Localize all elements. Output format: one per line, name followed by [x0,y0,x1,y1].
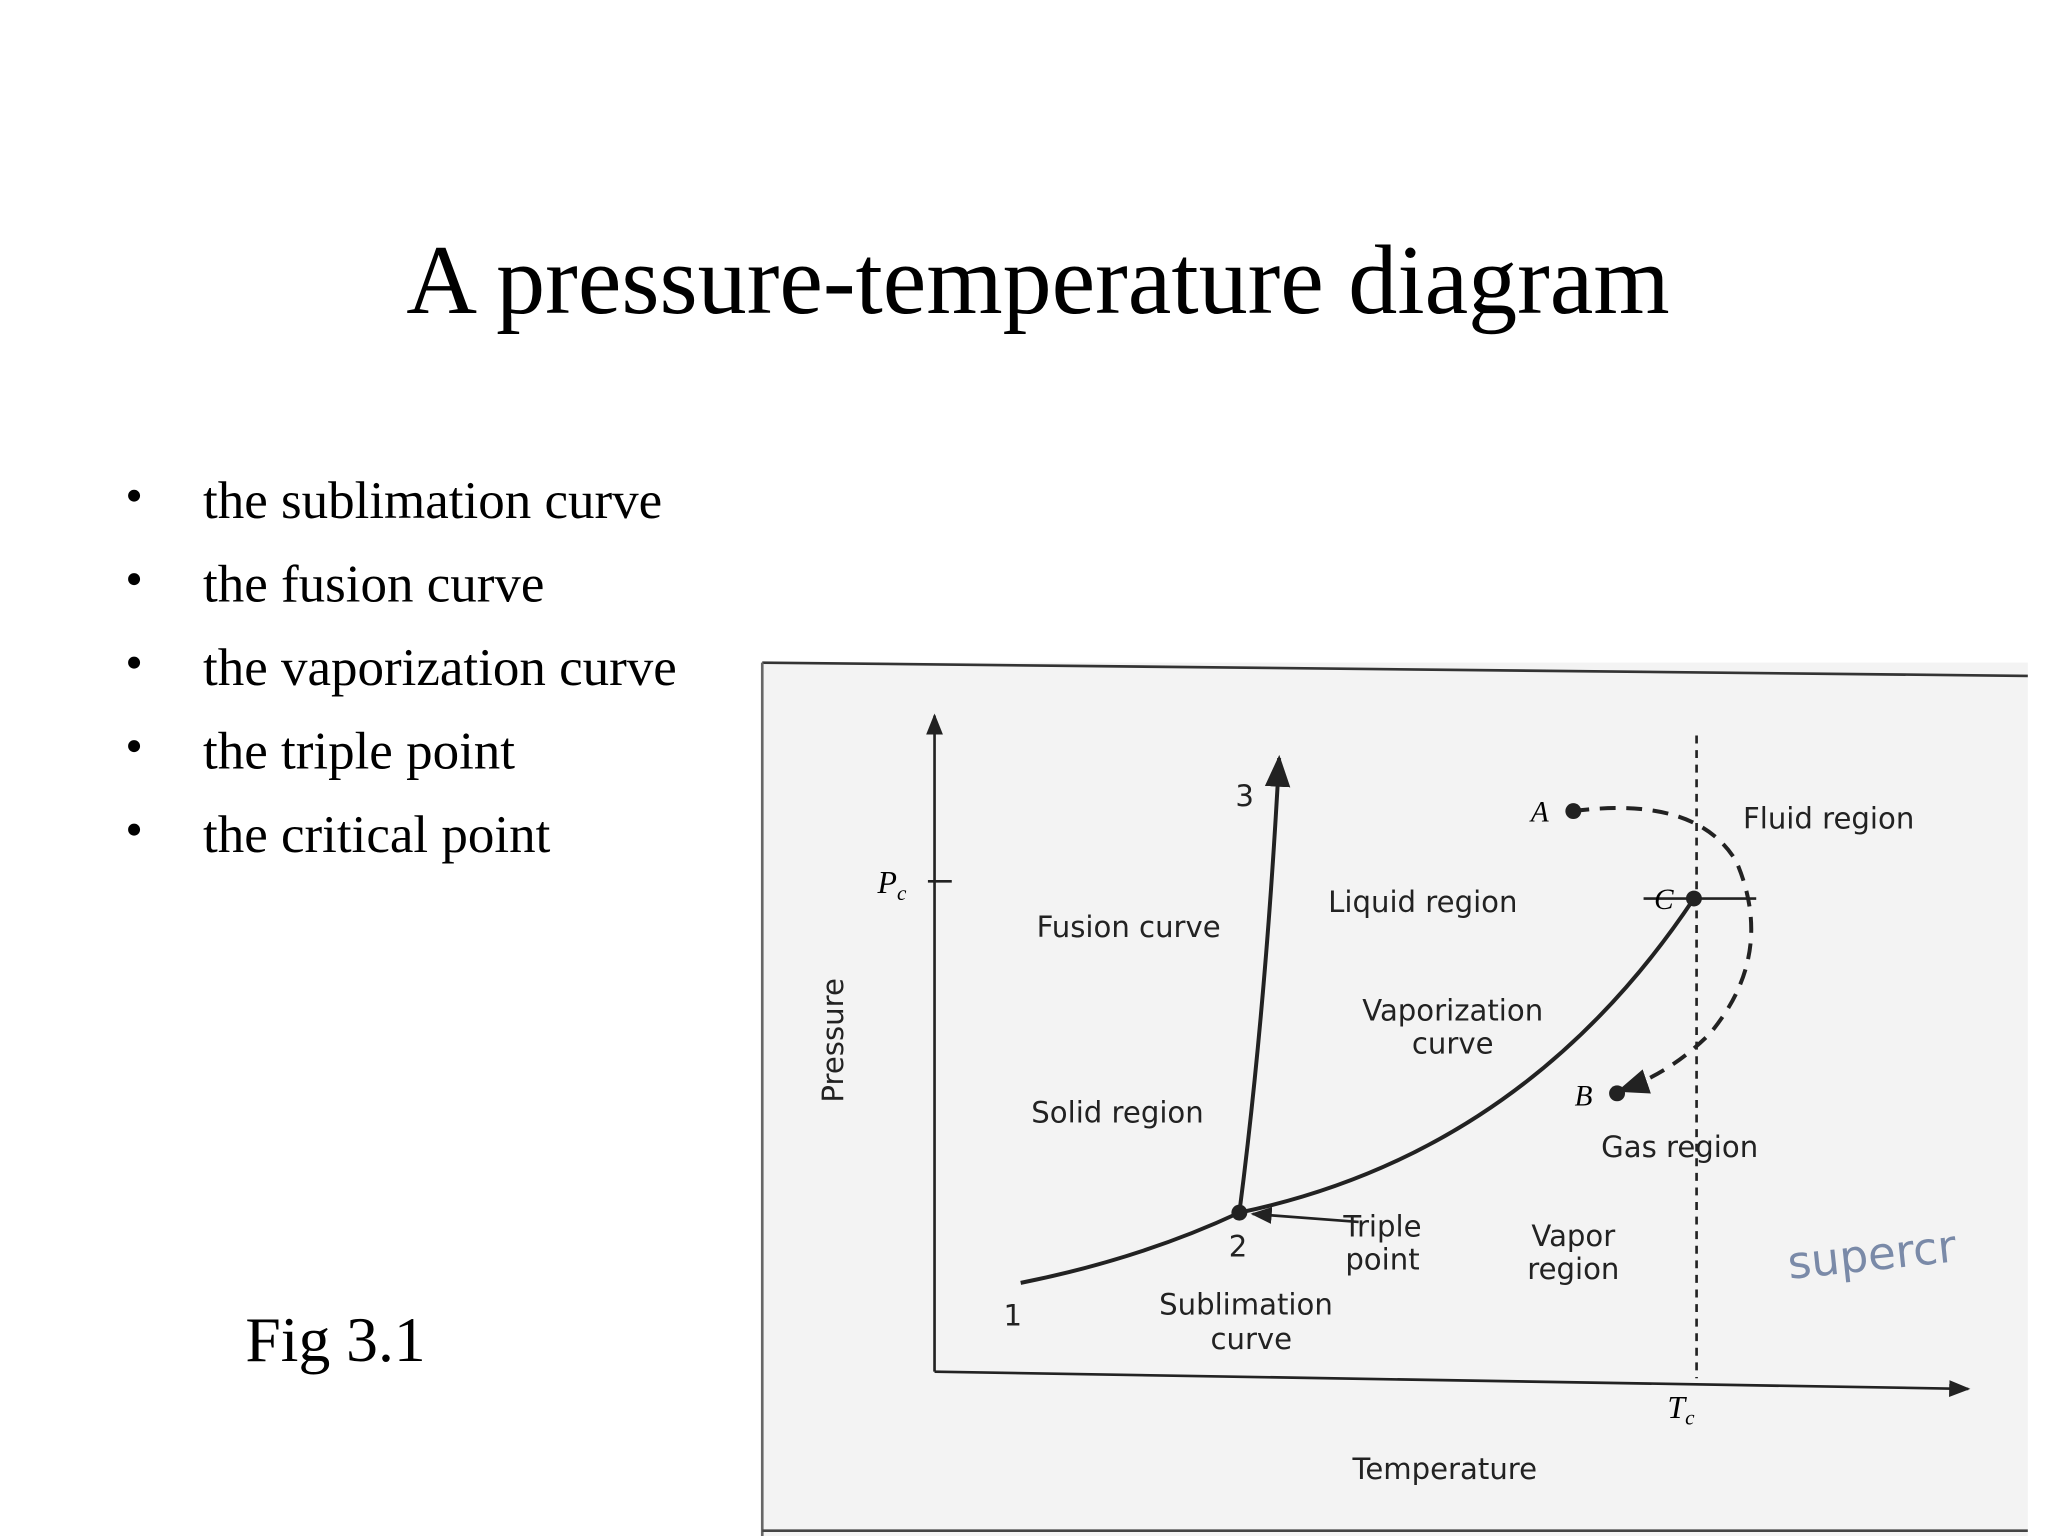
triple-point-label: point [1345,1243,1419,1277]
bullet-dot [128,823,141,836]
point-label: 3 [1235,779,1254,813]
region-label: Gas region [1601,1130,1758,1164]
pc-label: Pc [877,865,907,905]
curve-label: Sublimation [1159,1288,1333,1322]
figure-caption: Fig 3.1 [245,1304,425,1375]
process-path [1573,806,1754,1094]
point-label: B [1575,1080,1593,1112]
x-axis [934,1370,1971,1398]
bullet-dot [128,489,141,502]
curve-label: Vaporization [1362,993,1543,1027]
scan-background [762,662,2028,1536]
bullet-text: the vaporization curve [203,639,677,697]
bullet-dot [128,740,141,753]
bullet-text: the triple point [203,723,515,781]
triple-point-label: Triple [1342,1209,1421,1243]
y-axis-label: Pressure [816,978,850,1102]
state-b-dot [1609,1085,1626,1102]
bullet-dot [128,656,141,669]
figure: Pressure Temperature Pc Tc 1 2 3 A B C F… [760,661,2048,1536]
point-label: A [1529,797,1549,829]
point-label: C [1654,884,1674,916]
point-label: 2 [1229,1229,1248,1263]
vaporization-curve [1238,897,1696,1215]
region-label: Vapor [1531,1219,1615,1253]
crop-mask [2027,662,2048,1536]
bullet-text: the fusion curve [203,556,544,614]
tc-label: Tc [1667,1390,1695,1430]
curve-label: curve [1412,1027,1494,1061]
point-label: 1 [1003,1298,1022,1332]
region-label: region [1527,1252,1619,1286]
curve-label: Fusion curve [1037,910,1221,944]
bullet-list: the sublimation curve the fusion curve the… [128,472,677,864]
region-label: Fluid region [1743,801,1914,835]
scan-edge [762,661,2028,678]
curve-label: curve [1210,1322,1292,1356]
fusion-curve [1237,754,1291,1213]
bullet-text: the sublimation curve [203,472,662,530]
bullet-dot [128,573,141,586]
critical-point-dot [1685,890,1702,907]
slide-title: A pressure-temperature diagram [406,227,1669,335]
x-axis-label: Temperature [1351,1452,1537,1486]
state-a-dot [1565,803,1582,820]
region-label: Solid region [1031,1096,1203,1130]
triple-point-dot [1231,1204,1248,1221]
triple-point-pointer [1250,1206,1359,1224]
bullet-text: the critical point [203,806,551,864]
region-label: Liquid region [1328,885,1517,919]
sublimation-curve [1020,1210,1241,1285]
